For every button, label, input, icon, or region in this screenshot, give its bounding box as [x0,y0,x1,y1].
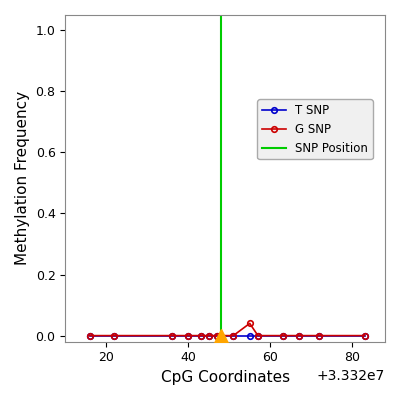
Line: T SNP: T SNP [87,333,367,338]
Y-axis label: Methylation Frequency: Methylation Frequency [15,91,30,266]
X-axis label: CpG Coordinates: CpG Coordinates [160,370,290,385]
T SNP [112,333,117,338]
G SNP [214,333,219,338]
T SNP [296,333,301,338]
Legend: T SNP, G SNP, SNP Position: T SNP, G SNP, SNP Position [257,99,373,160]
G SNP [206,333,211,338]
G SNP [170,333,174,338]
G SNP [317,333,322,338]
T SNP [362,333,367,338]
T SNP [170,333,174,338]
T SNP [206,333,211,338]
T SNP [317,333,322,338]
G SNP [280,333,285,338]
G SNP [247,321,252,326]
G SNP [112,333,117,338]
T SNP [214,333,219,338]
T SNP [198,333,203,338]
G SNP [256,333,260,338]
G SNP [88,333,92,338]
G SNP [186,333,191,338]
T SNP [280,333,285,338]
G SNP [362,333,367,338]
T SNP [256,333,260,338]
T SNP [88,333,92,338]
G SNP [198,333,203,338]
G SNP [296,333,301,338]
T SNP [247,333,252,338]
T SNP [186,333,191,338]
Line: G SNP: G SNP [87,321,367,338]
T SNP [231,333,236,338]
G SNP [231,333,236,338]
